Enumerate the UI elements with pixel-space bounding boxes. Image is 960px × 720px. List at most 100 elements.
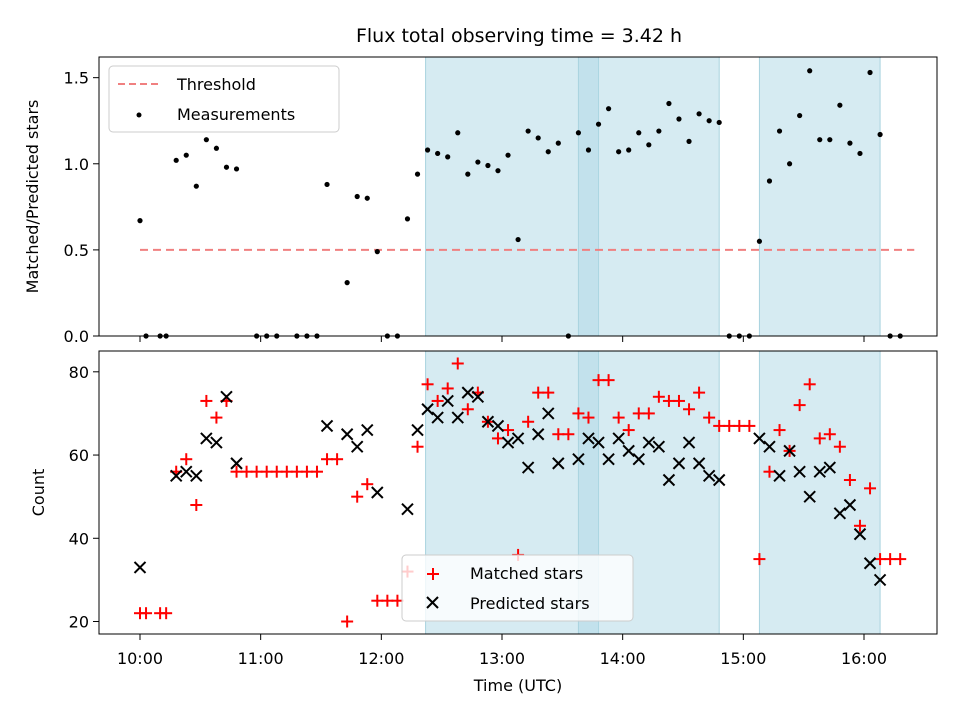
matched-star-point <box>833 440 846 453</box>
measurement-point <box>837 102 843 108</box>
measurement-point <box>575 130 582 136</box>
matched-star-point <box>683 403 696 416</box>
observing-band <box>758 56 881 337</box>
matched-star-point <box>391 594 404 607</box>
matched-star-point <box>642 407 655 420</box>
matched-star-point <box>431 394 444 407</box>
matched-star-point <box>180 453 193 466</box>
matched-star-point <box>793 399 806 412</box>
measurement-point <box>404 216 411 222</box>
measurement-point <box>605 106 612 112</box>
measurement-point <box>475 159 481 165</box>
predicted-star-point <box>169 469 183 483</box>
matched-star-point <box>662 394 675 407</box>
matched-star-point <box>361 478 374 491</box>
predicted-star-point <box>511 432 525 445</box>
measurement-point <box>324 181 330 188</box>
x-tick-label: 16:00 <box>841 649 887 668</box>
matched-star-point <box>552 428 565 441</box>
measurement-point <box>827 137 833 143</box>
matched-star-point <box>703 411 716 424</box>
bottom-y-tick-label: 80 <box>69 363 89 382</box>
bottom-axes-frame <box>98 350 938 635</box>
matched-star-point <box>331 453 344 466</box>
measurement-point <box>636 130 642 136</box>
predicted-star-point <box>451 411 464 424</box>
matched-star-point <box>894 553 907 566</box>
measurement-point <box>203 137 209 143</box>
measurement-point <box>505 152 511 158</box>
matched-star-point <box>582 411 595 424</box>
bottom-y-ticks: 20 40 60 80 <box>69 363 99 632</box>
top-axes-frame <box>98 56 938 337</box>
measurement-point <box>686 138 692 144</box>
matched-star-point <box>693 386 706 399</box>
matched-star-point <box>612 411 625 424</box>
measurement-point <box>766 178 773 184</box>
measurement-point <box>706 118 712 124</box>
measurement-point <box>857 150 863 157</box>
predicted-star-point <box>702 469 716 483</box>
predicted-star-point <box>763 440 776 453</box>
measurement-point <box>616 149 622 155</box>
matched-star-point <box>853 519 866 532</box>
measurement-point <box>233 166 240 172</box>
bottom-y-tick-label: 60 <box>69 446 89 465</box>
measurement-point <box>485 162 491 169</box>
predicted-star-point <box>602 452 615 466</box>
matched-star-point <box>884 553 897 566</box>
bottom-x-ticks: 10:00 11:00 12:00 13:00 14:00 15:00 16:00 <box>117 634 887 668</box>
predicted-star-point <box>843 498 857 512</box>
predicted-star-point <box>813 465 826 478</box>
matched-star-point <box>572 407 585 420</box>
matched-star-point <box>381 594 394 607</box>
x-tick-label: 10:00 <box>117 649 163 668</box>
measurement-point <box>585 147 592 153</box>
predicted-star-point <box>712 473 726 487</box>
measurement-point <box>183 152 189 158</box>
legend-predicted-swatch <box>426 596 439 609</box>
matched-star-point <box>823 428 836 441</box>
matched-star-point <box>773 424 786 437</box>
x-tick-label: 12:00 <box>358 649 404 668</box>
predicted-star-point <box>431 411 444 424</box>
legend-predicted-label: Predicted stars <box>470 594 590 613</box>
predicted-star-point <box>552 457 565 470</box>
measurement-point <box>676 116 682 122</box>
measurement-point <box>445 154 451 160</box>
measurement-point <box>756 238 763 244</box>
measurement-point <box>626 147 632 153</box>
matched-star-point <box>713 419 726 432</box>
predicted-star-point <box>200 432 213 445</box>
predicted-star-point <box>652 440 666 453</box>
measurement-point <box>193 183 199 189</box>
predicted-star-point <box>682 436 696 449</box>
x-tick-label: 11:00 <box>238 649 284 668</box>
measurement-point <box>535 135 541 141</box>
measurement-point <box>344 280 350 286</box>
predicted-star-point <box>612 432 625 445</box>
matched-star-point <box>491 432 504 445</box>
x-tick-label: 14:00 <box>600 649 646 668</box>
matched-star-point <box>321 453 334 466</box>
matched-star-point <box>864 482 877 495</box>
top-observing-bands <box>425 56 881 337</box>
measurement-point <box>213 145 220 151</box>
legend-matched-label: Matched stars <box>470 564 583 583</box>
matched-star-point <box>843 474 856 487</box>
observing-band <box>758 350 881 635</box>
bottom-observing-bands <box>425 350 881 635</box>
matched-star-point <box>763 465 776 478</box>
legend-matched-swatch <box>427 568 439 580</box>
matched-star-point <box>341 615 354 628</box>
matched-star-point <box>602 374 615 387</box>
matched-star-point <box>280 465 293 478</box>
matched-star-point <box>160 607 173 620</box>
matched-star-point <box>351 490 364 503</box>
matched-star-point <box>411 440 424 453</box>
measurement-point <box>696 111 702 117</box>
bottom-legend: Matched stars Predicted stars <box>401 554 634 622</box>
measurement-point <box>847 140 853 146</box>
predicted-star-point <box>833 507 847 520</box>
predicted-star-point <box>371 486 384 499</box>
